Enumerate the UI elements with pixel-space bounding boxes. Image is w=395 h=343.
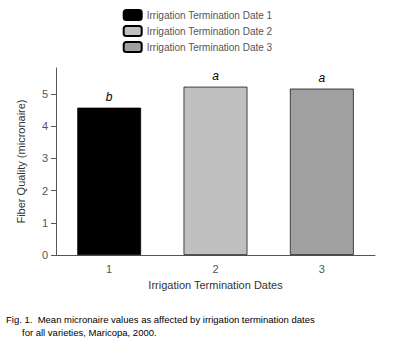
svg-text:for all varieties, Maricopa, 2: for all varieties, Maricopa, 2000. — [22, 327, 157, 338]
svg-text:1: 1 — [42, 217, 48, 229]
svg-text:Irrigation Termination Date 3: Irrigation Termination Date 3 — [147, 42, 273, 53]
svg-text:Irrigation Termination Date 1: Irrigation Termination Date 1 — [147, 10, 273, 21]
svg-text:3: 3 — [319, 263, 325, 275]
svg-text:4: 4 — [42, 120, 48, 132]
svg-text:2: 2 — [42, 185, 48, 197]
svg-text:Fiber Quality (micronaire): Fiber Quality (micronaire) — [15, 99, 27, 223]
svg-text:a: a — [318, 71, 325, 85]
svg-text:a: a — [212, 69, 219, 83]
svg-text:Fig. 1. Mean micronaire value: Fig. 1. Mean micronaire values as affect… — [6, 314, 315, 325]
svg-text:0: 0 — [42, 249, 48, 261]
svg-text:Irrigation Termination Dates: Irrigation Termination Dates — [148, 279, 283, 291]
svg-text:5: 5 — [42, 88, 48, 100]
svg-text:b: b — [106, 90, 113, 104]
svg-text:1: 1 — [106, 263, 112, 275]
svg-text:3: 3 — [42, 152, 48, 164]
svg-text:Irrigation Termination Date 2: Irrigation Termination Date 2 — [147, 26, 273, 37]
svg-text:2: 2 — [212, 263, 218, 275]
